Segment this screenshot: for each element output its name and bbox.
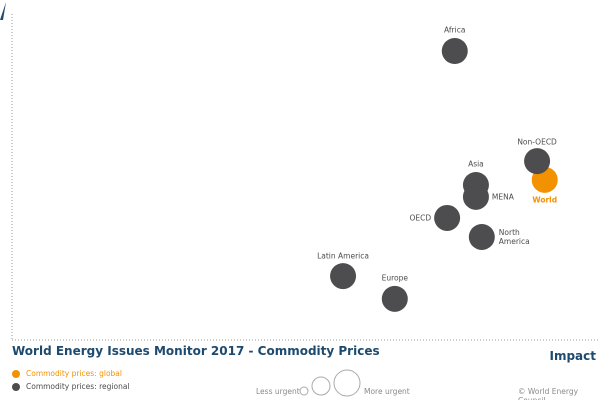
- bubble: [468, 223, 495, 250]
- point-label: Africa: [444, 25, 466, 35]
- point-label: Europe: [381, 273, 408, 283]
- size-legend-label: Less urgent: [256, 387, 300, 396]
- chart-title: World Energy Issues Monitor 2017 - Commo…: [12, 344, 380, 358]
- bubble: [381, 285, 408, 312]
- point-label: Asia: [468, 159, 484, 169]
- point-label: World: [532, 195, 558, 205]
- x-axis-label: Impact: [549, 349, 596, 363]
- size-legend-label: More urgent: [364, 387, 410, 396]
- size-legend-circle: [299, 386, 309, 396]
- point-label: North America: [498, 227, 530, 246]
- y-axis-arrow: [0, 2, 6, 20]
- legend-marker: [12, 370, 20, 378]
- point-label: MENA: [491, 192, 514, 202]
- bubble: [330, 263, 357, 290]
- legend-entry: Commodity prices: regional: [26, 382, 130, 391]
- bubble: [434, 204, 461, 231]
- legend-marker: [12, 383, 20, 391]
- point-label: Non-OECD: [517, 137, 557, 147]
- bubble: [441, 38, 468, 64]
- point-label: OECD: [409, 213, 432, 223]
- size-legend-circle: [333, 369, 361, 397]
- point-label: Latin America: [317, 251, 369, 261]
- source: © World Energy Council: [518, 387, 579, 400]
- legend-entry: Commodity prices: global: [26, 369, 122, 378]
- bubble: [462, 183, 489, 210]
- size-legend-circle: [311, 376, 331, 396]
- bubble: [524, 148, 551, 175]
